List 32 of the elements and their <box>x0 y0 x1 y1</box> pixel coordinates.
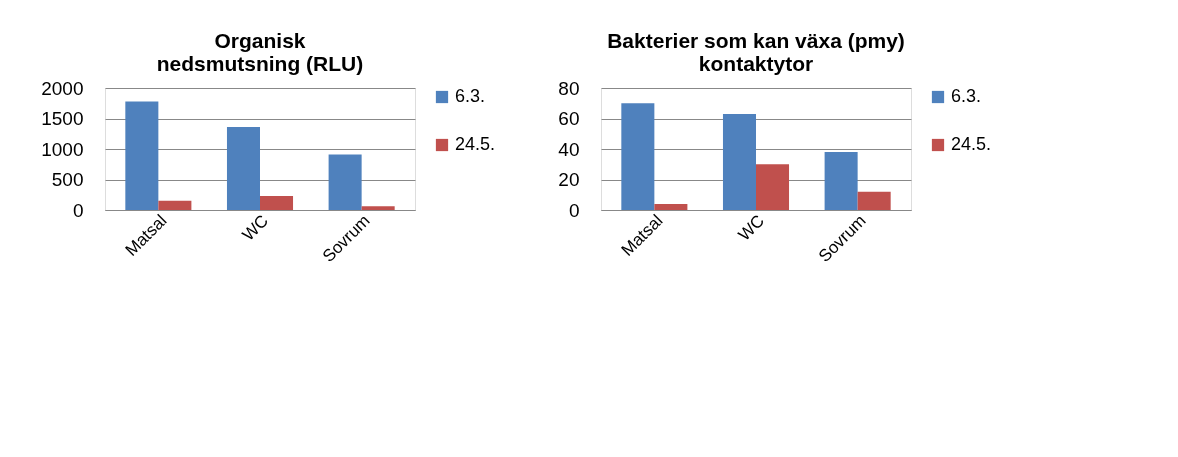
bar <box>756 164 790 210</box>
legend-label: 6.3. <box>455 86 486 106</box>
legend-label: 24.5. <box>455 134 496 154</box>
y-tick-label: 0 <box>72 199 84 221</box>
y-tick-label: 1000 <box>41 138 84 160</box>
bar <box>125 101 159 210</box>
y-tick-label: 40 <box>558 138 580 160</box>
y-tick-label: 2000 <box>41 77 84 99</box>
y-tick-label: 60 <box>558 108 580 129</box>
x-tick-label: WC <box>238 211 273 245</box>
legend-label: 6.3. <box>951 86 982 106</box>
bar <box>722 113 756 210</box>
text: kontaktytor <box>698 52 814 75</box>
bar <box>328 154 362 210</box>
y-tick-label: 500 <box>51 169 84 190</box>
bar <box>857 191 891 210</box>
bar <box>654 203 688 210</box>
bar <box>260 195 294 210</box>
y-tick-label: 1500 <box>41 108 84 129</box>
bar <box>824 152 858 210</box>
text: Organisk <box>214 29 306 52</box>
bar <box>158 200 192 210</box>
y-tick-label: 0 <box>568 199 580 221</box>
text: nedsmutsning (RLU) <box>156 52 364 75</box>
y-tick-label: 80 <box>558 77 580 99</box>
text: Bakterier som kan växa (pmy) <box>607 29 905 52</box>
x-tick-label: WC <box>734 211 769 245</box>
legend-label: 24.5. <box>951 134 992 154</box>
bar <box>621 103 655 210</box>
bar <box>361 206 395 210</box>
bar <box>226 127 260 210</box>
y-tick-label: 20 <box>558 169 580 190</box>
